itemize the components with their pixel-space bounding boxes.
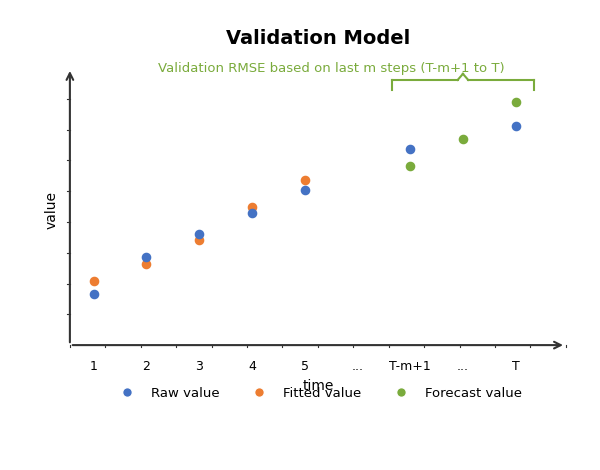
Point [247,210,257,217]
Point [194,236,204,244]
Text: time: time [302,379,334,393]
Point [89,290,98,298]
Point [406,162,415,170]
Text: T-m+1: T-m+1 [389,360,431,373]
Text: 3: 3 [195,360,203,373]
Legend: Raw value, Fitted value, Forecast value: Raw value, Fitted value, Forecast value [109,382,527,405]
Point [142,260,151,268]
Point [247,203,257,211]
Text: 2: 2 [142,360,151,373]
Point [300,176,310,183]
Title: Validation Model: Validation Model [226,29,410,48]
Text: 1: 1 [89,360,98,373]
Point [511,98,520,106]
Point [194,230,204,237]
Text: 5: 5 [301,360,308,373]
Text: value: value [44,191,58,229]
Text: Validation RMSE based on last m steps (T-m+1 to T): Validation RMSE based on last m steps (T… [158,62,505,75]
Point [142,253,151,261]
Point [458,135,468,143]
Text: 4: 4 [248,360,256,373]
Point [89,277,98,285]
Text: T: T [512,360,520,373]
Point [300,186,310,194]
Point [406,145,415,153]
Text: ...: ... [457,360,469,373]
Point [511,122,520,129]
Text: ...: ... [352,360,364,373]
